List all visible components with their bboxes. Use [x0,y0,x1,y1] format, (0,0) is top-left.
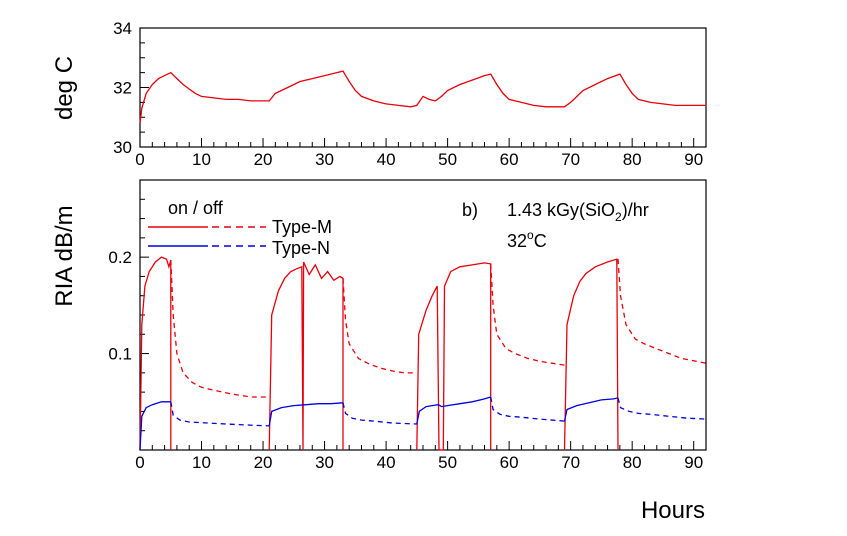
series-type-m-off-line [342,278,417,374]
series-type-n-on-line [139,401,171,451]
x-tick-label: 90 [684,150,703,169]
series-type-m-on-line [416,262,492,451]
panel-label: b) [462,200,478,220]
dose-rate-annotation: 1.43 kGy(SiO2)/hr [507,200,649,224]
x-tick-label: 70 [561,453,580,472]
y-tick-label: 0.1 [108,345,132,364]
series-type-n-on-line [563,397,619,422]
temperature-panel: 0 10 20 30 40 50 60 70 80 90 30 32 34 deg C [51,19,707,169]
series-type-m-on-line [139,256,172,451]
x-tick-label: 50 [438,150,457,169]
temperature-y-axis-label: deg C [51,56,78,120]
legend-header: on / off [168,198,224,218]
x-axis-label: Hours [641,497,705,524]
x-tick-label: 0 [135,453,144,472]
ria-panel: 0 10 20 30 40 50 60 70 80 90 0.1 0.2 RIA dB/m Hours… [51,179,707,524]
x-tick-label: 40 [377,453,396,472]
dose-rate-subscript: 2 [615,210,622,224]
x-tick-label: 40 [377,150,396,169]
x-tick-label: 70 [561,150,580,169]
series-temperature-line [139,70,706,124]
ria-y-axis-label: RIA dB/m [51,205,78,306]
temperature-annotation: 32oC [507,228,547,251]
x-tick-label: 0 [135,150,144,169]
x-tick-label: 30 [315,453,334,472]
temperature-unit: C [534,231,547,251]
series-type-m-off-line [490,263,565,366]
series-type-n-off-line [617,397,707,420]
series-type-m-on-line [268,261,344,451]
series-type-n-off-line [170,401,270,427]
legend: on / off Type-M Type-N [148,198,332,258]
legend-type-m-label: Type-M [272,217,332,237]
x-tick-label: 80 [623,150,642,169]
series-type-m-on-line [563,258,619,451]
x-tick-label: 20 [254,150,273,169]
series-type-n-off-line [342,402,417,425]
x-tick-label: 20 [254,453,273,472]
temperature-degree: o [527,228,534,242]
series-type-m-off-line [170,259,270,398]
x-tick-label: 10 [192,150,211,169]
y-tick-label: 0.2 [108,248,132,267]
x-tick-label: 60 [500,150,519,169]
legend-type-n-label: Type-N [272,238,330,258]
x-tick-label: 80 [623,453,642,472]
y-tick-label: 34 [113,19,132,38]
x-tick-label: 90 [684,453,703,472]
series-type-n-on-line [268,402,344,427]
y-tick-label: 32 [113,79,132,98]
x-tick-label: 50 [438,453,457,472]
dose-rate-prefix: 1.43 kGy(SiO [507,200,615,220]
temperature-plot-frame [139,27,707,148]
x-tick-label: 10 [192,453,211,472]
series-type-m-off-line [617,259,707,364]
series-type-n-off-line [490,396,565,422]
x-tick-label: 30 [315,150,334,169]
y-tick-label: 30 [113,138,132,157]
dose-rate-suffix: )/hr [622,200,649,220]
series-type-n-on-line [416,396,491,425]
temperature-value: 32 [507,231,527,251]
x-tick-label: 60 [500,453,519,472]
